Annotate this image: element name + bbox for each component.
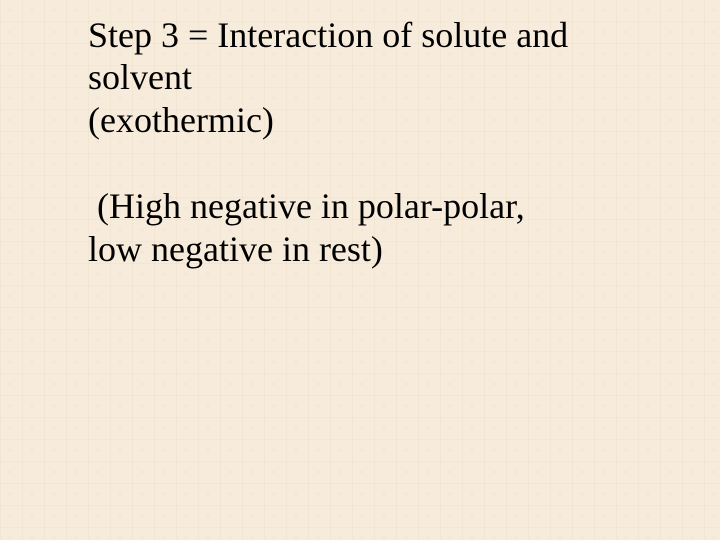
slide: Step 3 = Interaction of solute and solve… — [0, 0, 720, 540]
paragraph-2: (High negative in polar-polar, low negat… — [88, 185, 660, 270]
p1-line3: (exothermic) — [88, 100, 274, 140]
p2-line1: (High negative in polar-polar, — [88, 186, 525, 226]
p1-line1: Step 3 = Interaction of solute and — [88, 15, 568, 55]
paragraph-1: Step 3 = Interaction of solute and solve… — [88, 14, 660, 141]
paragraph-gap — [88, 141, 660, 185]
p2-line2: low negative in rest) — [88, 229, 383, 269]
p1-line2: solvent — [88, 57, 192, 97]
